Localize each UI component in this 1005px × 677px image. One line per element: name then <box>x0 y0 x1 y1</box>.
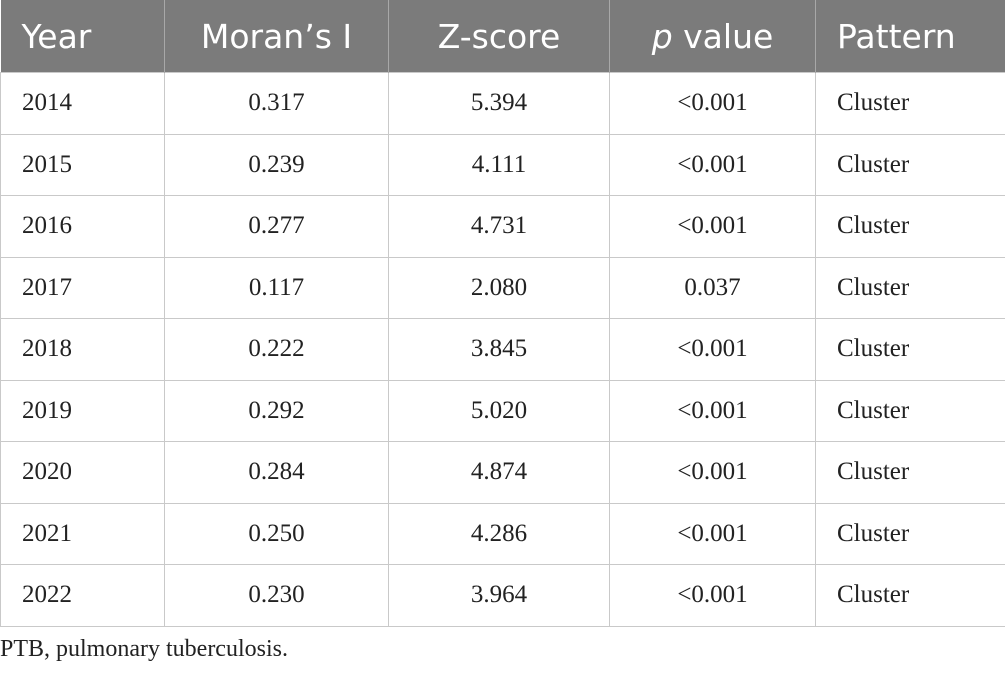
table-row: 2022 0.230 3.964 <0.001 Cluster <box>0 564 1005 627</box>
cell-year: 2019 <box>0 379 165 442</box>
cell-morans-i: 0.292 <box>164 379 389 442</box>
header-pattern: Pattern <box>815 0 1005 73</box>
cell-pattern: Cluster <box>815 133 1005 196</box>
cell-pattern: Cluster <box>815 441 1005 504</box>
cell-morans-i: 0.284 <box>164 441 389 504</box>
cell-pattern: Cluster <box>815 502 1005 565</box>
table-row: 2020 0.284 4.874 <0.001 Cluster <box>0 441 1005 504</box>
cell-p-value: <0.001 <box>609 133 816 196</box>
table-row: 2015 0.239 4.111 <0.001 Cluster <box>0 133 1005 196</box>
cell-morans-i: 0.230 <box>164 564 389 627</box>
table-footnote: PTB, pulmonary tuberculosis. <box>0 636 288 662</box>
cell-year: 2021 <box>0 502 165 565</box>
cell-morans-i: 0.222 <box>164 318 389 381</box>
cell-year: 2018 <box>0 318 165 381</box>
header-p-value-rest: value <box>672 16 774 56</box>
cell-z-score: 3.964 <box>388 564 610 627</box>
cell-z-score: 3.845 <box>388 318 610 381</box>
table-header: Year Moran’s I Z-score p value Pattern <box>0 0 1005 73</box>
cell-z-score: 4.874 <box>388 441 610 504</box>
cell-p-value: <0.001 <box>609 72 816 135</box>
header-p-value-italic: p <box>651 16 673 56</box>
table-row: 2016 0.277 4.731 <0.001 Cluster <box>0 195 1005 258</box>
cell-z-score: 4.286 <box>388 502 610 565</box>
cell-z-score: 4.111 <box>388 133 610 196</box>
cell-morans-i: 0.277 <box>164 195 389 258</box>
cell-pattern: Cluster <box>815 72 1005 135</box>
data-table: Year Moran’s I Z-score p value Pattern 2… <box>0 0 1005 627</box>
table-row: 2019 0.292 5.020 <0.001 Cluster <box>0 379 1005 442</box>
table-body: 2014 0.317 5.394 <0.001 Cluster 2015 0.239 4.11… <box>0 72 1005 627</box>
cell-year: 2020 <box>0 441 165 504</box>
cell-p-value: <0.001 <box>609 318 816 381</box>
header-year: Year <box>0 0 165 73</box>
cell-p-value: <0.001 <box>609 379 816 442</box>
cell-pattern: Cluster <box>815 379 1005 442</box>
cell-p-value: 0.037 <box>609 256 816 319</box>
cell-p-value: <0.001 <box>609 564 816 627</box>
header-row: Year Moran’s I Z-score p value Pattern <box>0 0 1005 73</box>
table-row: 2014 0.317 5.394 <0.001 Cluster <box>0 72 1005 135</box>
cell-year: 2015 <box>0 133 165 196</box>
cell-z-score: 2.080 <box>388 256 610 319</box>
cell-p-value: <0.001 <box>609 502 816 565</box>
cell-pattern: Cluster <box>815 564 1005 627</box>
cell-p-value: <0.001 <box>609 195 816 258</box>
cell-pattern: Cluster <box>815 318 1005 381</box>
table-row: 2017 0.117 2.080 0.037 Cluster <box>0 256 1005 319</box>
cell-morans-i: 0.117 <box>164 256 389 319</box>
cell-p-value: <0.001 <box>609 441 816 504</box>
table-row: 2018 0.222 3.845 <0.001 Cluster <box>0 318 1005 381</box>
cell-pattern: Cluster <box>815 195 1005 258</box>
cell-z-score: 5.394 <box>388 72 610 135</box>
header-morans-i: Moran’s I <box>164 0 389 73</box>
table-row: 2021 0.250 4.286 <0.001 Cluster <box>0 502 1005 565</box>
cell-year: 2016 <box>0 195 165 258</box>
cell-year: 2017 <box>0 256 165 319</box>
header-z-score: Z-score <box>388 0 610 73</box>
cell-morans-i: 0.239 <box>164 133 389 196</box>
cell-year: 2022 <box>0 564 165 627</box>
cell-z-score: 4.731 <box>388 195 610 258</box>
cell-year: 2014 <box>0 72 165 135</box>
cell-z-score: 5.020 <box>388 379 610 442</box>
cell-morans-i: 0.250 <box>164 502 389 565</box>
header-p-value: p value <box>609 0 816 73</box>
cell-pattern: Cluster <box>815 256 1005 319</box>
cell-morans-i: 0.317 <box>164 72 389 135</box>
